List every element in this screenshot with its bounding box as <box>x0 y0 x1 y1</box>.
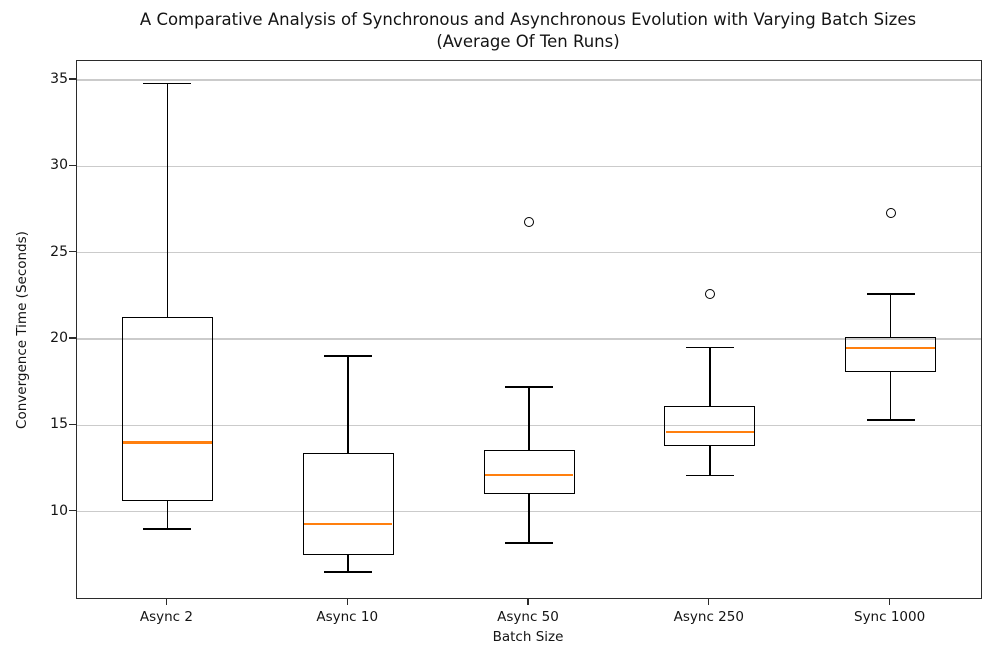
outlier-point <box>524 216 534 227</box>
y-tick-label: 35 <box>50 70 68 87</box>
y-tick-mark <box>69 251 76 253</box>
whisker-upper-line <box>889 294 892 338</box>
median-line <box>846 346 935 349</box>
whisker-lower-line <box>889 371 892 421</box>
gridline <box>77 79 981 81</box>
x-axis-label: Batch Size <box>492 629 564 645</box>
whisker-lower-cap <box>143 528 192 530</box>
chart-title-line1: A Comparative Analysis of Synchronous an… <box>139 10 917 29</box>
x-tick-label: Async 250 <box>673 609 744 625</box>
whisker-lower-line <box>166 501 169 529</box>
whisker-upper-cap <box>685 346 734 349</box>
box-rect <box>664 406 756 447</box>
x-tick-mark <box>888 598 891 606</box>
x-tick-label: Async 2 <box>139 609 193 625</box>
whisker-upper-line <box>528 387 530 450</box>
whisker-upper-cap <box>505 386 553 389</box>
outlier-point <box>704 289 715 300</box>
y-tick-mark <box>69 337 76 339</box>
whisker-upper-line <box>347 356 350 453</box>
median-line <box>123 441 212 444</box>
y-tick-label: 20 <box>50 329 68 346</box>
whisker-lower-cap <box>324 571 373 573</box>
whisker-lower-cap <box>505 541 553 544</box>
box-rect <box>845 337 937 372</box>
x-tick-label: Async 10 <box>316 609 379 625</box>
chart-title-line2: (Average Of Ten Runs) <box>436 32 620 51</box>
whisker-lower-line <box>528 494 530 543</box>
x-tick-mark <box>527 598 529 606</box>
whisker-upper-line <box>708 347 711 407</box>
chart-title: A Comparative Analysis of Synchronous an… <box>76 9 980 53</box>
x-tick-label: Sync 1000 <box>854 609 926 625</box>
y-tick-label: 10 <box>50 502 68 519</box>
y-tick-mark <box>69 423 76 425</box>
whisker-upper-cap <box>866 293 915 295</box>
gridline <box>77 252 981 254</box>
x-tick-mark <box>165 598 168 606</box>
whisker-lower-cap <box>685 474 734 477</box>
y-tick-label: 15 <box>50 416 68 433</box>
whisker-upper-cap <box>324 355 373 358</box>
y-tick-label: 25 <box>50 243 68 260</box>
gridline <box>77 338 981 340</box>
y-tick-mark <box>69 164 76 166</box>
x-tick-label: Async 50 <box>497 609 559 625</box>
whisker-upper-line <box>166 83 169 317</box>
plot-area <box>76 60 982 599</box>
whisker-upper-cap <box>143 82 192 85</box>
y-tick-label: 30 <box>50 157 68 174</box>
whisker-lower-line <box>708 446 711 476</box>
box-rect <box>302 452 394 555</box>
x-tick-mark <box>708 598 710 606</box>
box-rect <box>483 449 575 495</box>
box-rect <box>121 316 213 502</box>
median-line <box>484 474 574 477</box>
x-tick-mark <box>346 598 348 606</box>
gridline <box>77 165 981 167</box>
y-tick-mark <box>69 78 76 80</box>
whisker-lower-cap <box>866 419 915 421</box>
whisker-lower-line <box>347 554 350 573</box>
y-tick-mark <box>69 510 76 512</box>
median-line <box>303 522 393 525</box>
outlier-point <box>885 207 896 218</box>
median-line <box>665 431 755 434</box>
